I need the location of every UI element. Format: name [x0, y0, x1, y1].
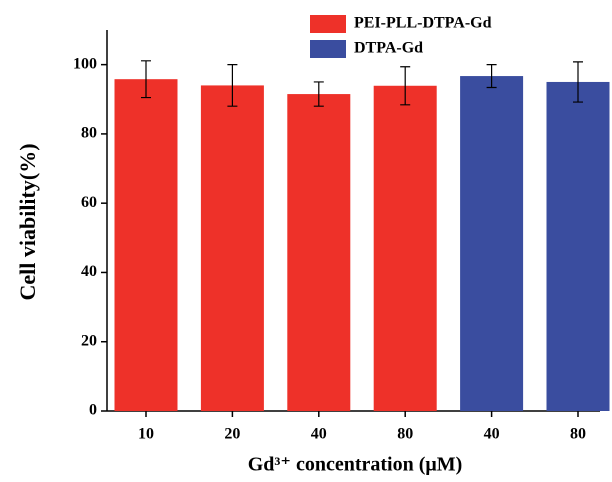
bar	[460, 76, 524, 412]
bar	[200, 85, 264, 411]
x-tick-label: 40	[311, 426, 327, 443]
y-axis-label: Cell viability(%)	[15, 143, 40, 300]
y-tick-label: 80	[81, 125, 97, 142]
x-tick-label: 20	[224, 426, 240, 443]
legend-label: PEI-PLL-DTPA-Gd	[354, 15, 492, 32]
bar	[114, 79, 178, 411]
y-tick-label: 100	[73, 55, 97, 72]
error-bar	[313, 81, 324, 107]
bar	[287, 94, 351, 411]
x-axis-label: Gd³⁺ concentration (μM)	[248, 454, 463, 476]
bar	[546, 81, 610, 412]
x-tick-label: 40	[484, 426, 500, 443]
legend-swatch	[310, 40, 346, 58]
error-bar	[400, 66, 411, 106]
y-tick-label: 0	[89, 402, 97, 419]
bar	[373, 85, 437, 412]
legend-swatch	[310, 15, 346, 33]
y-tick-label: 20	[81, 332, 97, 349]
x-tick-label: 80	[570, 426, 586, 443]
y-tick-label: 40	[81, 263, 97, 280]
error-bar	[141, 60, 151, 99]
error-bar	[227, 64, 238, 107]
error-bar	[486, 64, 497, 89]
x-tick-label: 80	[397, 426, 413, 443]
x-tick-label: 10	[138, 426, 154, 443]
error-bar	[573, 61, 583, 103]
legend-label: DTPA-Gd	[354, 40, 423, 57]
y-tick-label: 60	[81, 194, 97, 211]
